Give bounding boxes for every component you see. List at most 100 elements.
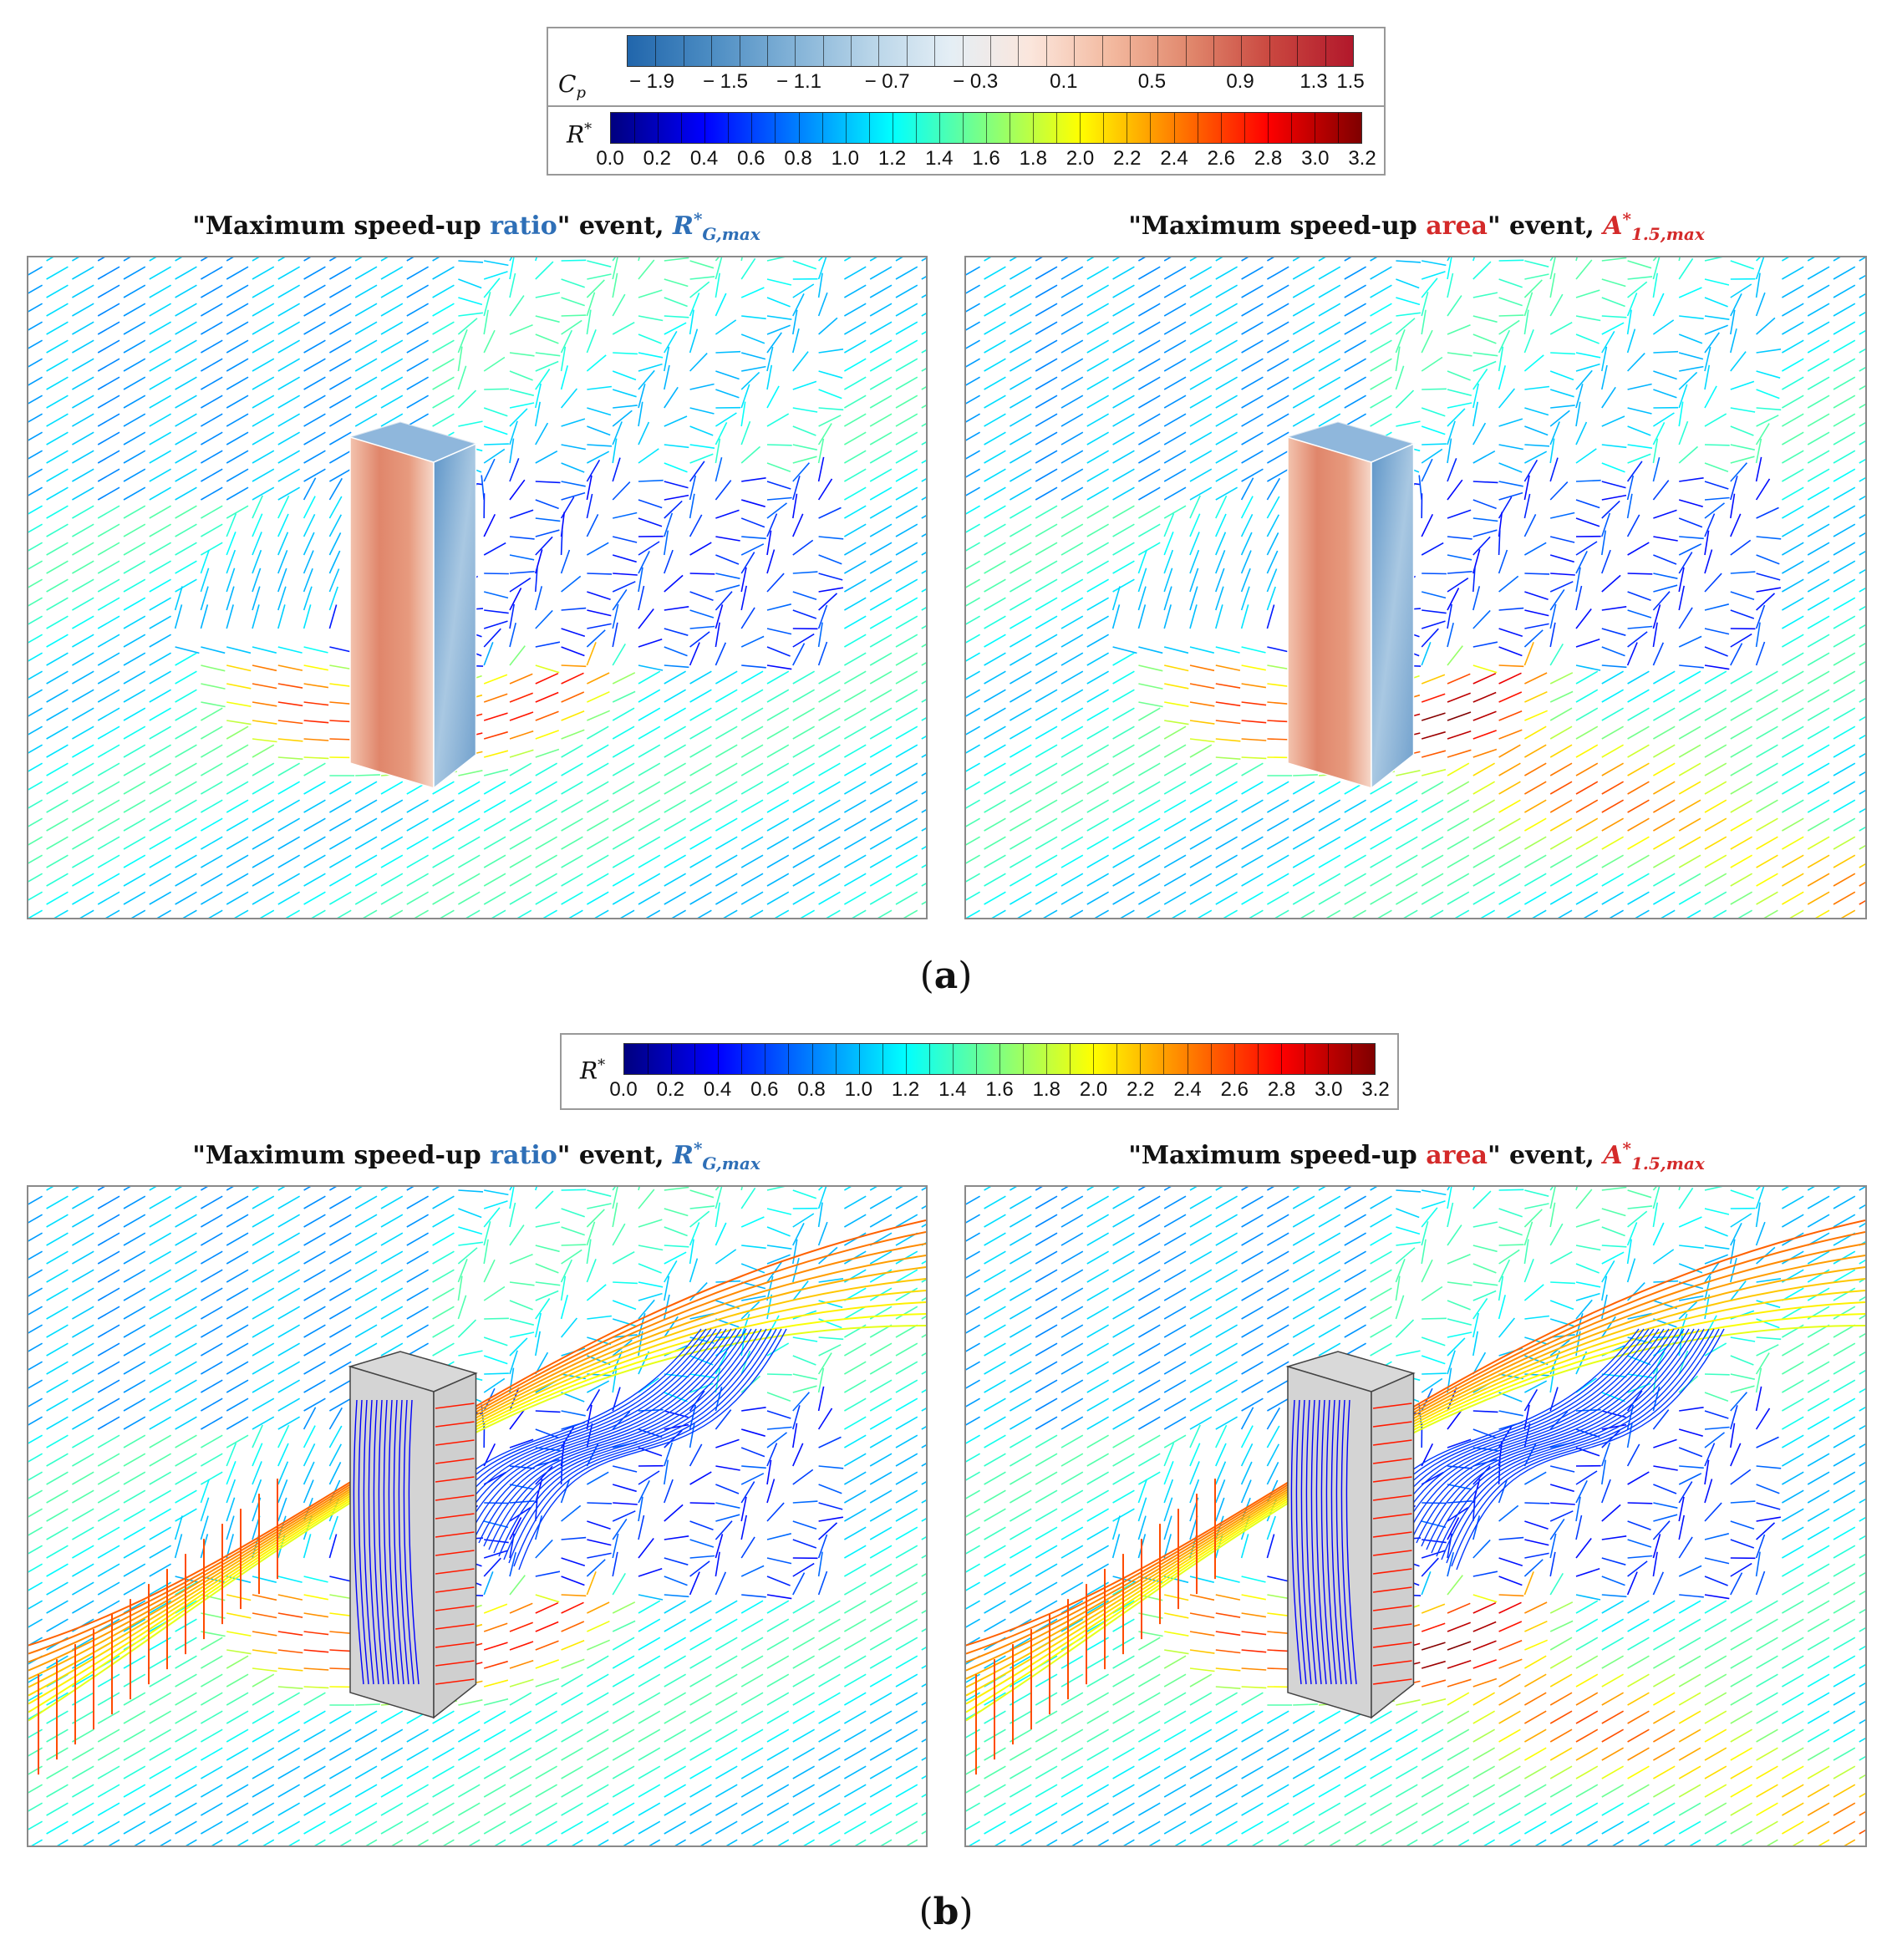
- velocity-vector: [1704, 573, 1722, 593]
- velocity-vector: [149, 1187, 157, 1191]
- velocity-vector: [1086, 1195, 1109, 1209]
- velocity-vector: [175, 1232, 197, 1246]
- velocity-vector: [406, 1820, 429, 1835]
- velocity-vector: [869, 652, 893, 666]
- velocity-vector: [895, 1673, 918, 1688]
- velocity-vector: [201, 1269, 223, 1283]
- velocity-vector: [72, 266, 94, 280]
- velocity-vector: [869, 1728, 893, 1743]
- velocity-vector: [28, 431, 43, 441]
- velocity-vector: [354, 257, 363, 262]
- velocity-vector: [741, 1245, 766, 1250]
- velocity-vector: [432, 1187, 440, 1191]
- velocity-vector: [417, 1839, 429, 1845]
- velocity-vector: [1086, 468, 1109, 482]
- velocity-vector: [1241, 762, 1264, 776]
- velocity-vector: [1601, 781, 1624, 795]
- velocity-vector: [483, 1207, 501, 1228]
- velocity-vector: [1678, 552, 1693, 574]
- velocity-vector: [175, 1269, 197, 1283]
- colorbar-tick-label: 0.0: [596, 147, 624, 170]
- velocity-vector: [1859, 605, 1865, 611]
- velocity-vector: [766, 1673, 790, 1688]
- velocity-vector: [1782, 413, 1804, 427]
- velocity-vector: [406, 1784, 429, 1798]
- velocity-vector: [766, 1226, 791, 1237]
- velocity-vector: [1370, 891, 1392, 905]
- velocity-vector: [28, 1232, 43, 1242]
- velocity-vector: [612, 1620, 636, 1632]
- velocity-vector: [1240, 604, 1249, 629]
- velocity-vector: [1421, 458, 1433, 482]
- velocity-vector: [329, 266, 352, 280]
- velocity-vector: [1266, 568, 1278, 593]
- velocity-vector: [1163, 266, 1187, 280]
- colorbar-tick-label: 0.4: [703, 1078, 732, 1101]
- velocity-vector: [1035, 505, 1058, 519]
- velocity-vector: [303, 1649, 329, 1653]
- velocity-vector: [328, 1462, 342, 1485]
- velocity-vector: [844, 1802, 867, 1816]
- velocity-vector: [715, 272, 720, 298]
- velocity-vector: [329, 1214, 352, 1228]
- velocity-vector: [509, 1602, 533, 1614]
- velocity-vector: [123, 523, 146, 537]
- velocity-vector: [46, 257, 54, 262]
- velocity-vector: [792, 1692, 815, 1706]
- velocity-vector: [329, 450, 352, 464]
- velocity-vector: [458, 854, 481, 868]
- velocity-vector: [509, 1281, 535, 1286]
- velocity-vector: [766, 646, 791, 657]
- velocity-vector: [97, 1600, 120, 1614]
- velocity-vector: [922, 910, 926, 918]
- velocity-vector: [844, 670, 867, 685]
- velocity-vector: [535, 586, 543, 611]
- velocity-vector: [1472, 292, 1498, 298]
- wake-streamline: [458, 1328, 727, 1530]
- velocity-vector: [818, 1465, 844, 1469]
- velocity-vector: [880, 1839, 893, 1845]
- wake-streamline: [448, 1328, 717, 1524]
- velocity-vector: [844, 854, 867, 868]
- velocity-vector: [1524, 725, 1547, 740]
- velocity-vector: [535, 315, 560, 323]
- velocity-vector: [380, 1747, 404, 1761]
- velocity-vector: [818, 593, 838, 611]
- velocity-vector: [277, 1765, 300, 1779]
- velocity-vector: [329, 1765, 352, 1779]
- velocity-vector: [252, 257, 260, 262]
- velocity-vector: [1060, 486, 1084, 501]
- velocity-vector: [1344, 284, 1366, 298]
- velocity-vector: [149, 725, 171, 740]
- velocity-vector: [123, 854, 146, 868]
- velocity-vector: [175, 817, 197, 832]
- velocity-vector: [1396, 781, 1418, 795]
- velocity-vector: [792, 1443, 804, 1467]
- velocity-vector: [483, 750, 509, 758]
- velocity-vector: [1010, 836, 1032, 850]
- velocity-vector: [354, 1342, 378, 1357]
- velocity-vector: [921, 1408, 926, 1412]
- velocity-vector: [226, 1497, 236, 1522]
- velocity-vector: [921, 1647, 926, 1651]
- velocity-vector: [689, 461, 705, 482]
- velocity-vector: [689, 1820, 712, 1835]
- velocity-vector: [895, 1765, 918, 1779]
- velocity-vector: [638, 762, 661, 776]
- velocity-vector: [509, 1765, 532, 1779]
- velocity-vector: [329, 1232, 352, 1246]
- velocity-vector: [46, 1600, 69, 1614]
- velocity-vector: [509, 603, 515, 629]
- velocity-vector: [252, 836, 275, 850]
- velocity-vector: [483, 1679, 509, 1688]
- velocity-vector: [432, 799, 455, 813]
- velocity-vector: [1627, 707, 1650, 721]
- velocity-vector: [1807, 744, 1830, 758]
- velocity-vector: [1498, 672, 1522, 685]
- velocity-vector: [689, 328, 699, 354]
- velocity-vector: [201, 1747, 223, 1761]
- velocity-vector: [1241, 303, 1264, 317]
- velocity-vector: [1833, 891, 1856, 905]
- velocity-vector: [1086, 431, 1109, 445]
- velocity-vector: [1094, 909, 1109, 918]
